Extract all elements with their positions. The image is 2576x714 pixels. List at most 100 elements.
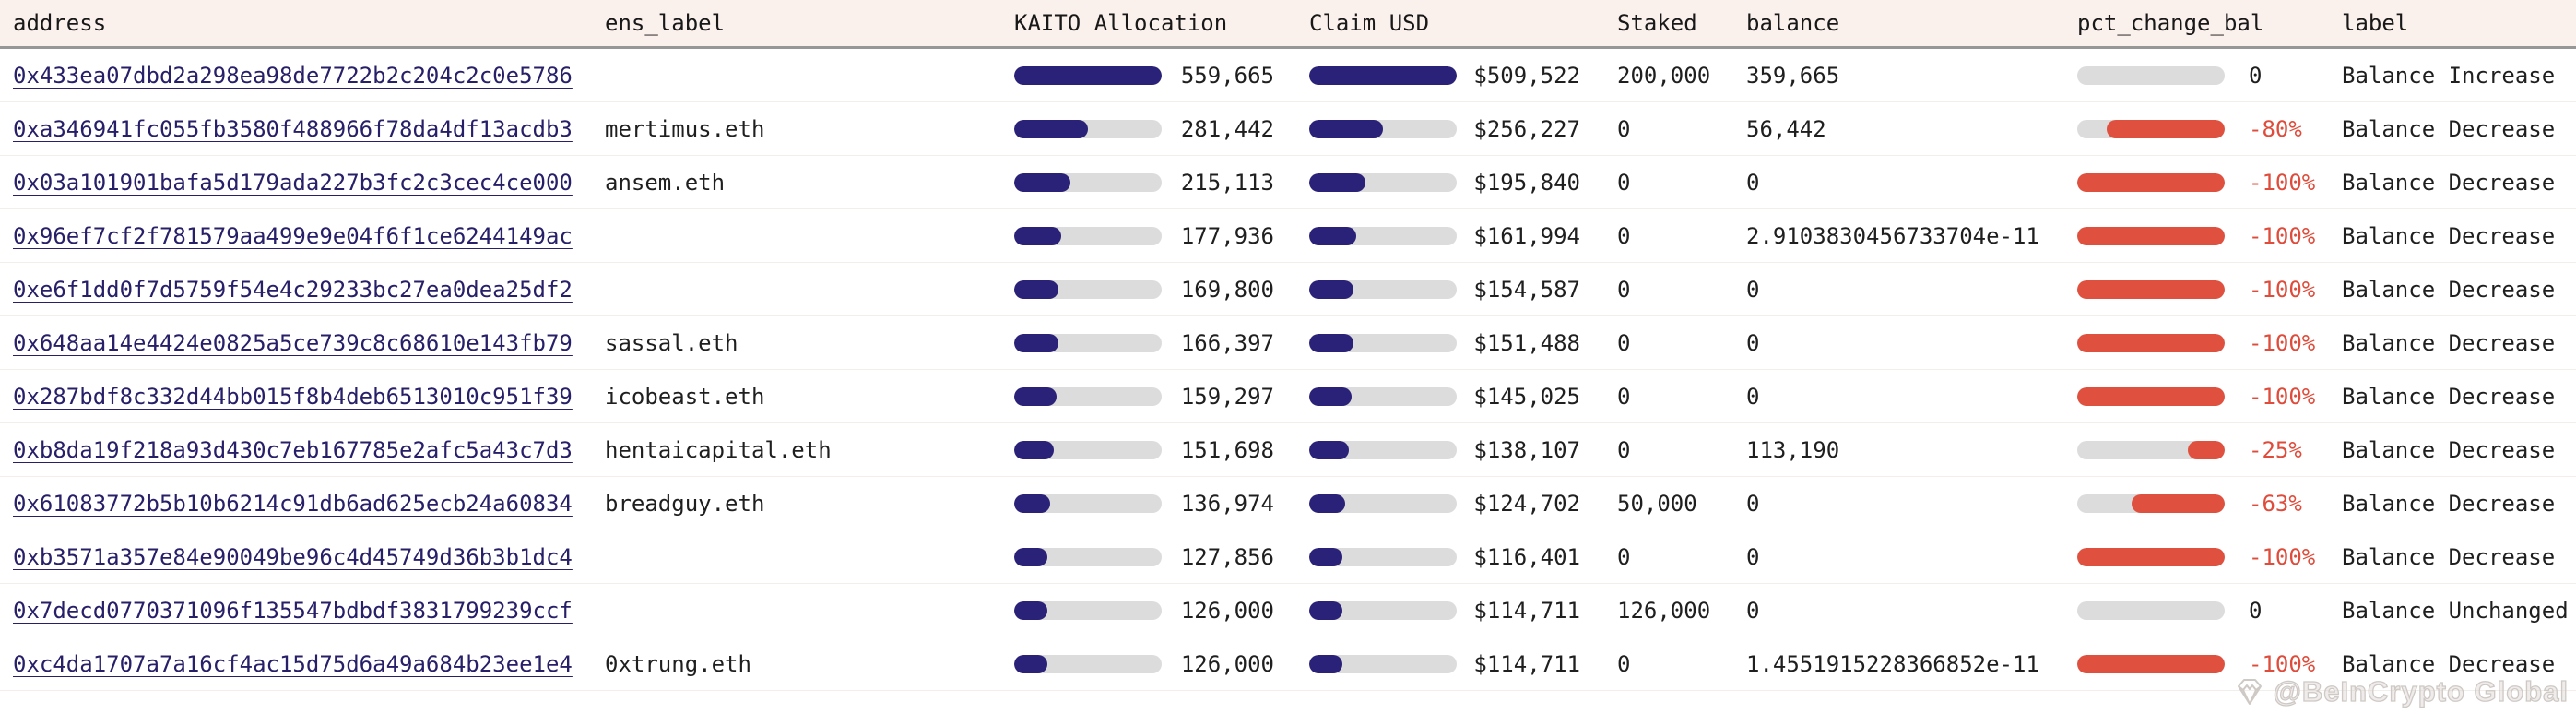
kaito-allocation-cell: 127,856 bbox=[1014, 544, 1309, 570]
address-link[interactable]: 0x03a101901bafa5d179ada227b3fc2c3cec4ce0… bbox=[13, 169, 573, 196]
pct-change-value: -100% bbox=[2249, 543, 2316, 570]
kaito-allocation-cell: 177,936 bbox=[1014, 223, 1309, 249]
kaito-allocation-value: 169,800 bbox=[1180, 276, 1274, 303]
kaito-allocation-value: 126,000 bbox=[1180, 650, 1274, 677]
staked-value: 0 bbox=[1617, 383, 1631, 410]
claim-usd-bar bbox=[1309, 494, 1457, 513]
ens-label: 0xtrung.eth bbox=[605, 650, 751, 677]
claim-usd-value: $138,107 bbox=[1473, 436, 1580, 463]
pct-change-value: -100% bbox=[2249, 650, 2316, 677]
table-row: 0x287bdf8c332d44bb015f8b4deb6513010c951f… bbox=[0, 370, 2576, 423]
kaito-allocation-bar-fill bbox=[1014, 547, 1048, 566]
address-link[interactable]: 0x433ea07dbd2a298ea98de7722b2c204c2c0e57… bbox=[13, 62, 573, 89]
balance-value: 0 bbox=[1746, 169, 1760, 196]
claim-usd-bar-fill bbox=[1309, 333, 1353, 352]
kaito-allocation-bar-fill bbox=[1014, 654, 1047, 673]
claim-usd-bar bbox=[1309, 65, 1457, 85]
kaito-allocation-bar bbox=[1014, 333, 1162, 352]
staked-value: 0 bbox=[1617, 276, 1631, 303]
balance-value: 0 bbox=[1746, 276, 1760, 303]
table-row: 0xe6f1dd0f7d5759f54e4c29233bc27ea0dea25d… bbox=[0, 263, 2576, 316]
balance-value: 0 bbox=[1746, 543, 1760, 570]
balance-value: 113,190 bbox=[1746, 436, 1840, 463]
column-header-ens-label: ens_label bbox=[605, 10, 726, 36]
column-header-staked: Staked bbox=[1617, 10, 1697, 36]
claim-usd-bar-fill bbox=[1309, 494, 1346, 513]
kaito-allocation-cell: 281,442 bbox=[1014, 116, 1309, 142]
kaito-allocation-bar-fill bbox=[1014, 387, 1057, 406]
table-row: 0x7decd0770371096f135547bdbdf3831799239c… bbox=[0, 584, 2576, 637]
claim-usd-bar-fill bbox=[1309, 280, 1354, 299]
claim-usd-bar-fill bbox=[1309, 226, 1356, 245]
claim-usd-cell: $116,401 bbox=[1309, 544, 1617, 570]
kaito-allocation-value: 166,397 bbox=[1180, 329, 1274, 356]
kaito-allocation-bar bbox=[1014, 119, 1162, 138]
staked-value: 0 bbox=[1617, 115, 1631, 142]
address-link[interactable]: 0x96ef7cf2f781579aa499e9e04f6f1ce6244149… bbox=[13, 222, 573, 249]
column-header-balance: balance bbox=[1746, 10, 1840, 36]
address-link[interactable]: 0x287bdf8c332d44bb015f8b4deb6513010c951f… bbox=[13, 383, 573, 410]
kaito-allocation-bar-fill bbox=[1014, 119, 1089, 138]
balance-label: Balance Increase bbox=[2342, 62, 2556, 89]
claim-usd-cell: $195,840 bbox=[1309, 170, 1617, 196]
claim-usd-bar bbox=[1309, 654, 1457, 673]
kaito-allocation-value: 136,974 bbox=[1180, 490, 1274, 517]
kaito-allocation-bar-fill bbox=[1014, 173, 1071, 192]
kaito-allocation-bar bbox=[1014, 65, 1162, 85]
column-header-label: label bbox=[2342, 10, 2409, 36]
pct-change-value: -63% bbox=[2249, 490, 2302, 517]
pct-change-value: -80% bbox=[2249, 115, 2302, 142]
table-row: 0xc4da1707a7a16cf4ac15d75d6a49a684b23ee1… bbox=[0, 637, 2576, 691]
address-link[interactable]: 0x7decd0770371096f135547bdbdf3831799239c… bbox=[13, 597, 573, 624]
pct-change-value: -100% bbox=[2249, 383, 2316, 410]
balance-value: 0 bbox=[1746, 383, 1760, 410]
table-row: 0x433ea07dbd2a298ea98de7722b2c204c2c0e57… bbox=[0, 49, 2576, 102]
kaito-allocation-bar-fill bbox=[1014, 440, 1055, 459]
pct-change-cell: 0 bbox=[2074, 63, 2342, 89]
address-link[interactable]: 0xb8da19f218a93d430c7eb167785e2afc5a43c7… bbox=[13, 436, 573, 463]
pct-change-cell: -100% bbox=[2074, 223, 2342, 249]
kaito-allocation-bar bbox=[1014, 440, 1162, 459]
claim-usd-bar bbox=[1309, 226, 1457, 245]
kaito-allocation-bar-fill bbox=[1014, 333, 1058, 352]
claim-usd-bar bbox=[1309, 333, 1457, 352]
claim-usd-bar bbox=[1309, 601, 1457, 620]
column-header-pct-change-bal: pct_change_bal bbox=[2077, 10, 2264, 36]
kaito-allocation-value: 127,856 bbox=[1180, 543, 1274, 570]
claim-usd-value: $195,840 bbox=[1473, 169, 1580, 196]
kaito-allocation-bar bbox=[1014, 387, 1162, 406]
balance-value: 0 bbox=[1746, 490, 1760, 517]
address-link[interactable]: 0x648aa14e4424e0825a5ce739c8c68610e143fb… bbox=[13, 329, 573, 356]
claim-usd-cell: $114,711 bbox=[1309, 598, 1617, 624]
claim-usd-value: $124,702 bbox=[1473, 490, 1580, 517]
kaito-allocation-value: 159,297 bbox=[1180, 383, 1274, 410]
balance-value: 2.9103830456733704e-11 bbox=[1746, 222, 2039, 249]
claim-usd-value: $116,401 bbox=[1473, 543, 1580, 570]
balance-label: Balance Decrease bbox=[2342, 383, 2556, 410]
column-header-claim-usd: Claim USD bbox=[1309, 10, 1430, 36]
pct-change-value: -100% bbox=[2249, 276, 2316, 303]
claim-usd-bar-fill bbox=[1309, 601, 1342, 620]
claim-usd-cell: $145,025 bbox=[1309, 384, 1617, 410]
kaito-allocation-value: 281,442 bbox=[1180, 115, 1274, 142]
address-link[interactable]: 0xb3571a357e84e90049be96c4d45749d36b3b1d… bbox=[13, 543, 573, 570]
claim-usd-cell: $256,227 bbox=[1309, 116, 1617, 142]
address-link[interactable]: 0xc4da1707a7a16cf4ac15d75d6a49a684b23ee1… bbox=[13, 650, 573, 677]
balance-value: 0 bbox=[1746, 329, 1760, 356]
balance-label: Balance Decrease bbox=[2342, 222, 2556, 249]
address-link[interactable]: 0xa346941fc055fb3580f488966f78da4df13acd… bbox=[13, 115, 573, 142]
claim-usd-bar-fill bbox=[1309, 387, 1352, 406]
balance-label: Balance Decrease bbox=[2342, 543, 2556, 570]
balance-value: 56,442 bbox=[1746, 115, 1826, 142]
address-link[interactable]: 0xe6f1dd0f7d5759f54e4c29233bc27ea0dea25d… bbox=[13, 276, 573, 303]
staked-value: 126,000 bbox=[1617, 597, 1711, 624]
kaito-allocation-bar-fill bbox=[1014, 226, 1061, 245]
claim-usd-value: $509,522 bbox=[1473, 62, 1580, 89]
balance-label: Balance Decrease bbox=[2342, 115, 2556, 142]
address-link[interactable]: 0x61083772b5b10b6214c91db6ad625ecb24a608… bbox=[13, 490, 573, 517]
column-header-address: address bbox=[13, 10, 107, 36]
staked-value: 0 bbox=[1617, 169, 1631, 196]
staked-value: 50,000 bbox=[1617, 490, 1697, 517]
pct-change-cell: -25% bbox=[2074, 437, 2342, 463]
